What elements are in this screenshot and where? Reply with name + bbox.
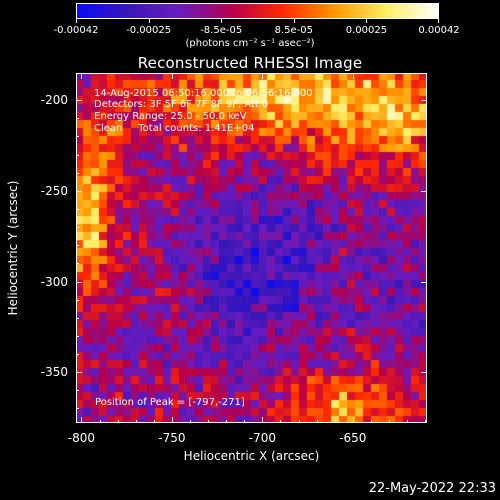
x-tick-mark — [81, 417, 83, 423]
info-energy-range: Energy Range: 25.0 - 50.0 keV — [94, 111, 247, 122]
y-tick-mark — [421, 100, 427, 102]
x-tick-mark — [171, 73, 173, 79]
x-tick-mark — [171, 417, 173, 423]
y-minor-tick — [76, 118, 79, 120]
x-minor-tick — [99, 420, 101, 423]
y-tick-mark — [421, 190, 427, 192]
y-minor-tick — [76, 354, 79, 356]
y-minor-tick — [76, 154, 79, 156]
x-tick-label: -800 — [67, 431, 96, 445]
y-minor-tick — [76, 209, 79, 210]
info-detectors: Detectors: 3F 5F 6F 7F 8F 9F, Att 0 — [94, 99, 269, 110]
plot-frame — [76, 73, 427, 423]
y-tick-label: -300 — [40, 274, 68, 289]
rhessi-image — [76, 73, 427, 423]
colorbar-tick-mark — [366, 19, 368, 23]
colorbar-tick-label: 0.00042 — [418, 25, 460, 36]
x-minor-tick — [244, 420, 246, 423]
y-minor-tick — [76, 227, 79, 229]
x-tick-mark — [352, 73, 354, 79]
x-minor-tick — [407, 420, 409, 423]
colorbar-tick-label: -0.00025 — [126, 25, 172, 36]
y-minor-tick — [76, 172, 79, 174]
x-minor-tick — [280, 420, 282, 423]
colorbar-tick-mark — [293, 19, 295, 23]
timestamp: 22-May-2022 22:33 — [368, 481, 496, 496]
peak-position-label: Position of Peak = [-797,-271] — [95, 397, 245, 408]
x-tick-label: -750 — [158, 431, 186, 445]
colorbar-tick-label: -0.00042 — [53, 25, 99, 36]
y-minor-tick — [76, 299, 79, 301]
y-minor-tick — [76, 263, 79, 265]
y-tick-label: -250 — [40, 183, 68, 198]
y-minor-tick — [76, 390, 79, 392]
colorbar-tick-mark — [221, 19, 223, 23]
y-tick-mark — [421, 372, 427, 374]
y-axis-label: Heliocentric Y (arcsec) — [6, 180, 20, 316]
y-minor-tick — [76, 317, 79, 319]
y-tick-label: -350 — [40, 365, 68, 380]
colorbar-tick-mark — [76, 19, 77, 23]
y-tick-mark — [76, 372, 82, 374]
x-tick-mark — [262, 417, 264, 423]
colorbar-tick-label: -8.5e-05 — [200, 25, 243, 36]
x-minor-tick — [189, 420, 191, 423]
y-minor-tick — [76, 245, 79, 247]
y-tick-mark — [76, 190, 82, 192]
x-minor-tick — [135, 420, 137, 423]
y-tick-label: -200 — [40, 93, 68, 108]
image-title: Reconstructed RHESSI Image — [137, 54, 363, 72]
colorbar-tick-mark — [148, 19, 150, 23]
x-tick-mark — [81, 73, 83, 79]
y-minor-tick — [76, 408, 79, 410]
x-minor-tick — [316, 420, 318, 423]
y-minor-tick — [76, 136, 79, 138]
colorbar-tick-label: 8.5e-05 — [274, 25, 313, 36]
x-axis-label: Heliocentric X (arcsec) — [183, 449, 320, 463]
y-minor-tick — [76, 335, 79, 337]
colorbar-unit-label: (photons cm⁻² s⁻¹ asec⁻²) — [185, 38, 315, 49]
x-minor-tick — [298, 420, 300, 423]
info-method-counts: Clean Total counts: 1.41E+04 — [94, 123, 255, 134]
y-tick-mark — [76, 281, 82, 283]
x-tick-mark — [262, 73, 264, 79]
info-time-range: 14-Aug-2015 06:50:16.000 to 06:56:16.000 — [94, 88, 313, 99]
y-tick-mark — [76, 100, 82, 102]
x-minor-tick — [226, 420, 228, 423]
colorbar-tick-mark — [438, 19, 439, 23]
x-minor-tick — [425, 420, 427, 423]
x-tick-label: -650 — [339, 431, 367, 445]
x-minor-tick — [208, 420, 210, 423]
colorbar — [76, 3, 439, 19]
y-tick-mark — [421, 281, 427, 283]
x-minor-tick — [117, 420, 119, 423]
x-minor-tick — [389, 420, 390, 423]
colorbar-tick-label: 0.00025 — [345, 25, 388, 36]
x-tick-label: -700 — [248, 431, 276, 445]
x-tick-mark — [352, 417, 354, 423]
x-minor-tick — [153, 420, 155, 423]
x-minor-tick — [370, 420, 372, 423]
x-minor-tick — [334, 420, 336, 423]
